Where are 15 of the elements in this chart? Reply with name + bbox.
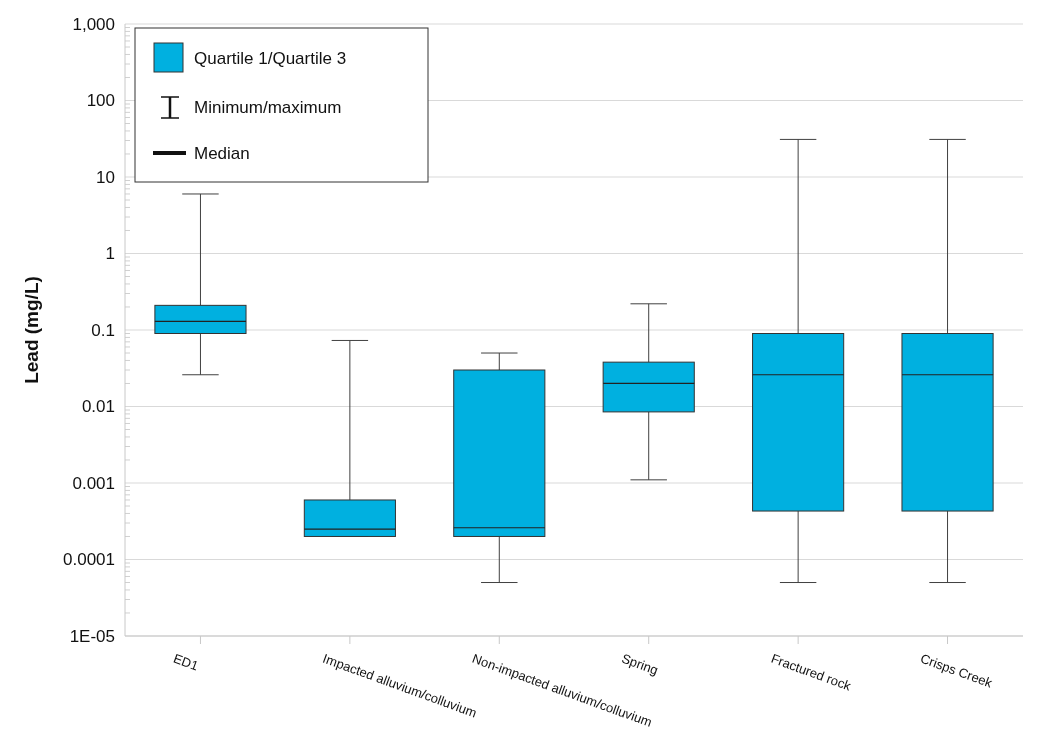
y-tick-label: 1,000 — [72, 14, 115, 34]
x-tick-label: ED1 — [171, 650, 201, 674]
y-tick-label: 1 — [105, 244, 115, 264]
annotation: Median — [194, 143, 250, 163]
y-tick-label: 0.01 — [81, 397, 115, 417]
x-tick-label: Crisps Creek — [918, 650, 995, 691]
annotation: Minimum/maximum — [194, 97, 342, 117]
y-tick-label: 0.0001 — [63, 550, 115, 570]
y-tick-label: 0.001 — [72, 473, 115, 493]
y-tick-label: 100 — [86, 91, 115, 111]
y-tick-label: 10 — [96, 167, 115, 187]
y-tick-label: 1E-05 — [69, 626, 115, 646]
y-axis-title: Lead (mg/L) — [21, 276, 42, 384]
legend-label: Quartile 1/Quartile 3 — [194, 48, 347, 68]
y-tick-label: 0.1 — [91, 320, 115, 340]
